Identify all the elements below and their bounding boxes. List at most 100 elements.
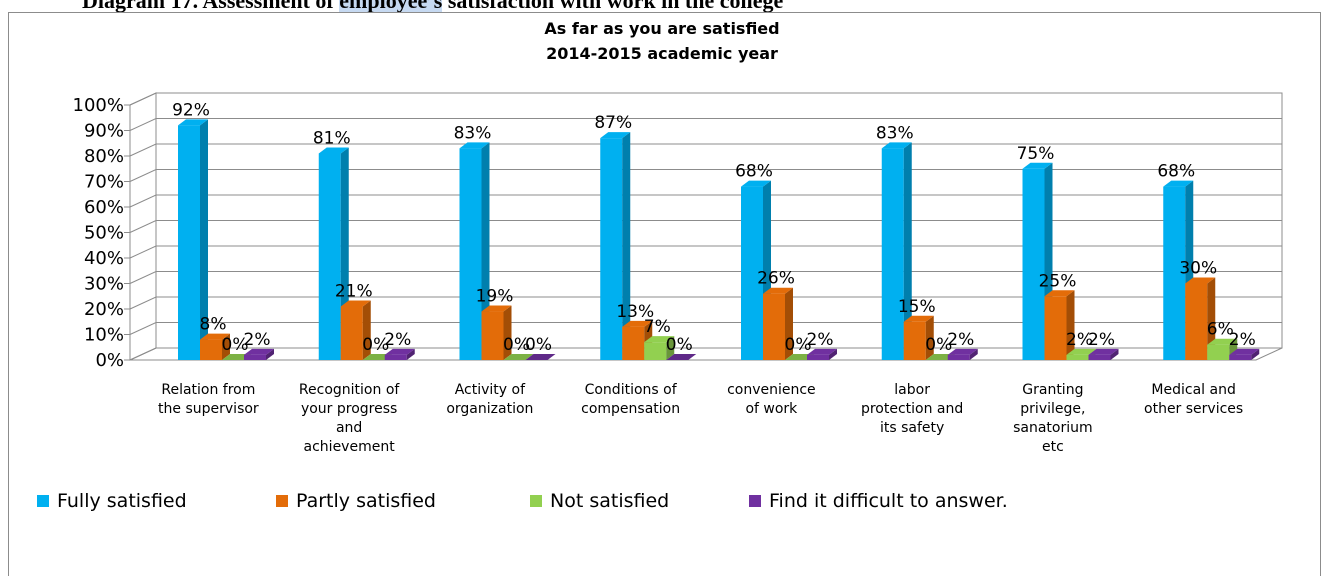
bar-top: [600, 132, 631, 139]
bar-side: [481, 142, 490, 360]
category-label: sanatorium: [1013, 420, 1093, 436]
legend-swatch: [276, 495, 288, 507]
bar-side: [503, 305, 512, 360]
data-label: 2%: [1229, 330, 1256, 350]
data-label: 83%: [876, 123, 914, 143]
bar-front: [947, 354, 970, 360]
y-tick-label: 90%: [84, 121, 124, 142]
data-label: 0%: [503, 335, 530, 355]
category-label: the supervisor: [158, 401, 259, 417]
bar-front: [600, 138, 623, 360]
bar-front: [1207, 344, 1230, 360]
category-label: Medical and: [1151, 382, 1235, 398]
bar: [459, 142, 490, 360]
document-caption: Diagram 17. Assessment of employee’s sat…: [82, 0, 783, 14]
bar-top: [178, 119, 208, 126]
category-label: Granting: [1022, 382, 1083, 398]
bar-front: [1066, 354, 1089, 360]
category-label: labor: [894, 382, 930, 398]
bar: [1044, 290, 1075, 360]
bar-top: [459, 142, 490, 149]
bar-top: [1022, 162, 1053, 169]
category-label: privilege,: [1020, 401, 1085, 417]
data-label: 87%: [594, 113, 632, 133]
data-label: 13%: [616, 302, 654, 322]
legend-item: Find it difficult to answer.: [749, 490, 1008, 512]
legend-swatch: [530, 495, 542, 507]
data-label: 30%: [1179, 259, 1217, 279]
caption-suffix: satisfaction with work in the college: [442, 0, 784, 13]
bar-front: [644, 342, 667, 360]
bar-side: [622, 132, 631, 360]
legend-item: Partly satisfied: [276, 490, 436, 512]
bar-top: [200, 333, 230, 340]
bar-top: [1185, 277, 1216, 284]
data-label: 0%: [525, 335, 552, 355]
bar-side: [1251, 348, 1260, 360]
category-label: Activity of: [455, 382, 526, 398]
bar-side: [406, 348, 415, 360]
bar-top: [622, 320, 653, 327]
bar-top: [881, 142, 912, 149]
bar: [200, 333, 230, 360]
category-label: convenience: [727, 382, 816, 398]
legend-label: Not satisfied: [550, 490, 669, 512]
bar-top: [903, 315, 934, 322]
bar: [666, 354, 697, 360]
bar: [1229, 348, 1260, 360]
bar-front: [340, 306, 363, 360]
category-label: and: [336, 420, 362, 436]
bar-front: [622, 326, 645, 360]
data-label: 2%: [1088, 330, 1115, 350]
category-label: compensation: [581, 401, 680, 417]
bar-front: [763, 293, 785, 360]
data-label: 81%: [313, 128, 351, 148]
bar-top: [318, 147, 349, 154]
data-label: 25%: [1039, 271, 1077, 291]
bar: [807, 348, 837, 360]
bar: [525, 354, 556, 360]
bar-top: [340, 300, 371, 307]
bar: [384, 348, 415, 360]
data-label: 68%: [735, 162, 773, 182]
bar: [1185, 277, 1216, 360]
bar-front: [200, 339, 222, 360]
data-label: 0%: [222, 335, 249, 355]
bar: [947, 348, 978, 360]
bar-side: [222, 333, 230, 360]
data-label: 2%: [244, 330, 271, 350]
category-label: other services: [1144, 401, 1243, 417]
category-label: organization: [446, 401, 533, 417]
gridline: [129, 118, 1282, 131]
bar-front: [384, 354, 407, 360]
bar-side: [925, 315, 934, 360]
data-label: 2%: [384, 330, 411, 350]
bar-top: [384, 348, 415, 355]
y-tick-label: 40%: [84, 248, 124, 269]
bar: [481, 305, 512, 360]
data-label: 7%: [644, 317, 671, 337]
bar-top: [244, 348, 274, 355]
bar: [178, 119, 208, 361]
bar: [763, 287, 793, 360]
data-label: 68%: [1157, 162, 1195, 182]
bar-side: [200, 119, 208, 361]
legend-item: Not satisfied: [530, 490, 669, 512]
bar: [503, 354, 534, 360]
bar-front: [741, 186, 763, 360]
bar: [1088, 348, 1119, 360]
y-tick-label: 10%: [84, 325, 124, 346]
data-label: 0%: [362, 335, 389, 355]
data-label: 2%: [1066, 330, 1093, 350]
bar: [1207, 338, 1238, 360]
category-label: achievement: [304, 439, 396, 455]
gridline: [129, 92, 1282, 106]
bar-top: [763, 287, 793, 294]
category-label: etc: [1042, 439, 1064, 455]
bar-front: [481, 311, 504, 360]
legend-item: Fully satisfied: [37, 490, 187, 512]
bar-top: [1163, 180, 1194, 187]
bar-side: [785, 287, 793, 360]
y-tick-label: 20%: [84, 299, 124, 320]
bar: [881, 142, 912, 360]
